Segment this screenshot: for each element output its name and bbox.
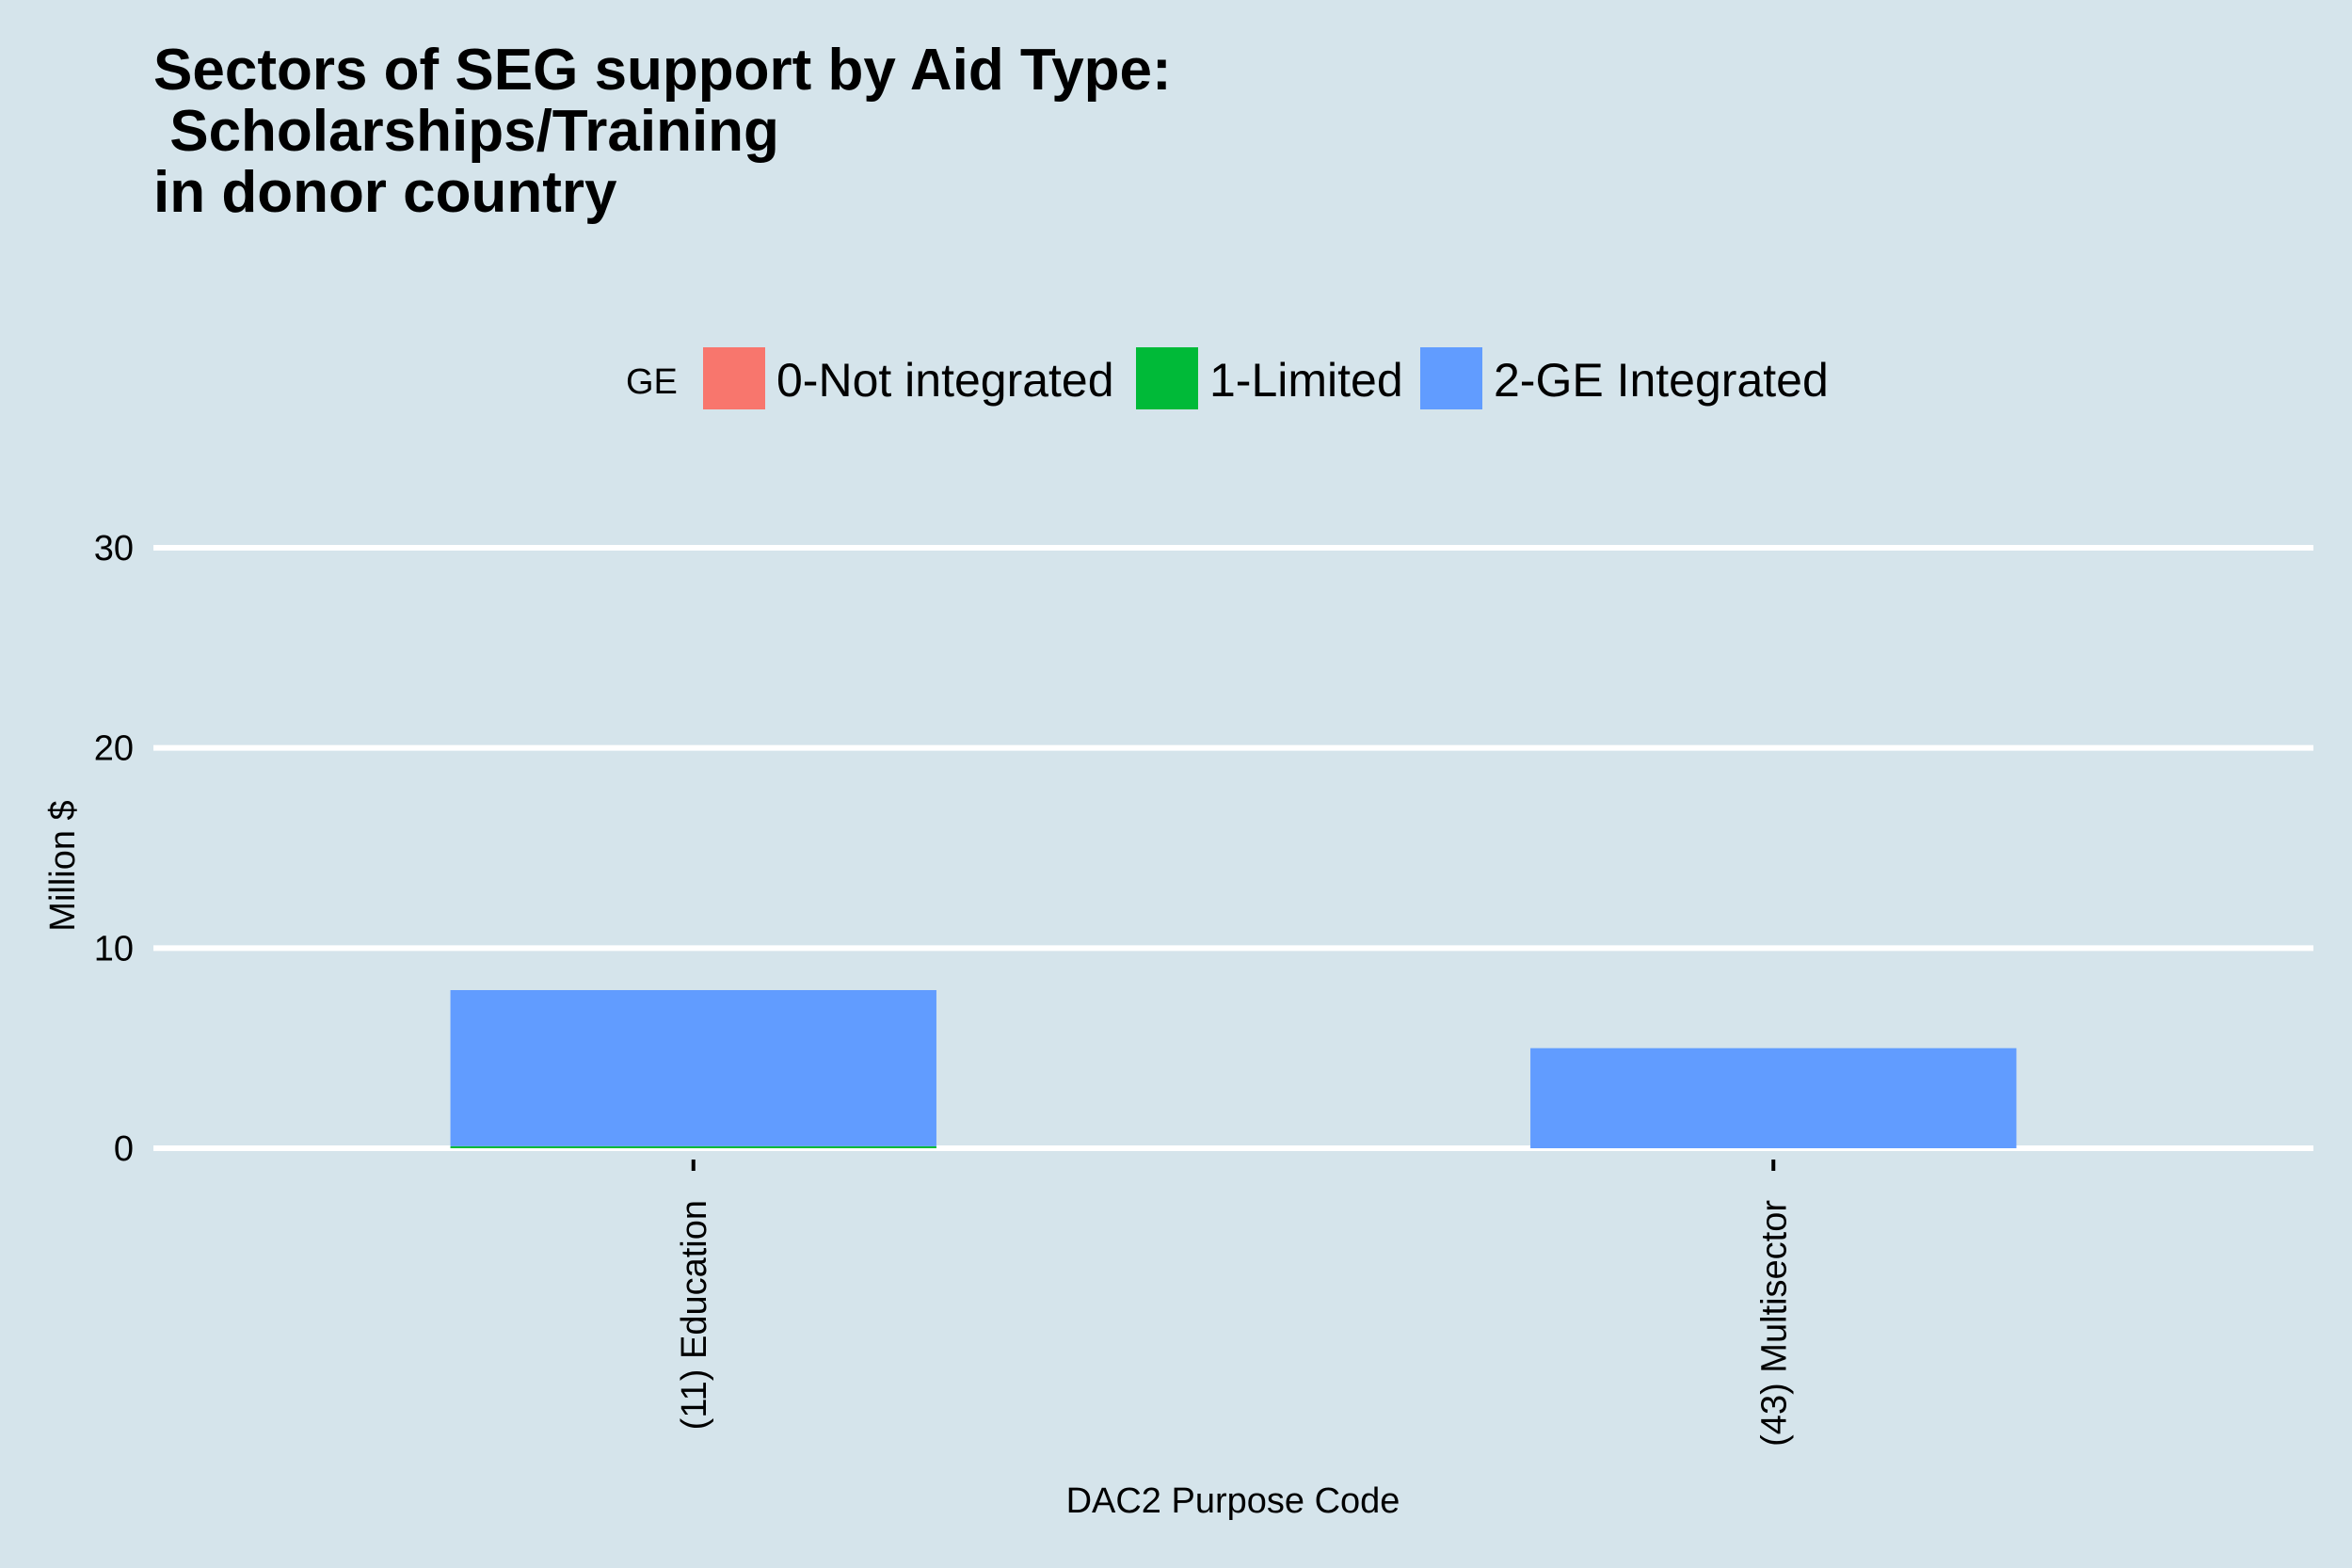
legend-label: 2-GE Integrated [1494, 354, 1829, 407]
bars [450, 989, 2017, 1148]
y-axis-title: Million $ [43, 800, 83, 931]
x-tick-label: (11) Education [675, 1200, 714, 1430]
legend: GE 0-Not integrated 1-Limited 2-GE Integrat… [626, 347, 1829, 409]
legend-title: GE [626, 362, 678, 402]
legend-key [1420, 347, 1482, 409]
bar-segment [450, 989, 936, 1146]
legend-label: 1-Limited [1209, 354, 1403, 407]
chart-title-line: Scholarships/Training [153, 99, 779, 164]
bar-segment [1530, 1048, 2017, 1148]
chart-title: Sectors of SEG support by Aid Type: Scho… [153, 38, 1172, 225]
y-tick-label: 0 [114, 1129, 134, 1169]
bar-segment [450, 1145, 936, 1148]
x-axis-ticks: (11) Education (43) Multisector [675, 1160, 1794, 1447]
chart-title-line: Sectors of SEG support by Aid Type: [153, 38, 1172, 103]
y-axis-ticks: 0 10 20 30 [94, 529, 134, 1169]
y-tick-label: 20 [94, 729, 134, 769]
legend-label: 0-Not integrated [776, 354, 1114, 407]
legend-key [1136, 347, 1198, 409]
legend-key [703, 347, 765, 409]
chart-title-line: in donor country [153, 160, 617, 225]
y-tick-label: 30 [94, 529, 134, 568]
y-tick-label: 10 [94, 929, 134, 968]
x-tick-label: (43) Multisector [1754, 1200, 1794, 1447]
x-axis-title: DAC2 Purpose Code [1066, 1481, 1400, 1521]
